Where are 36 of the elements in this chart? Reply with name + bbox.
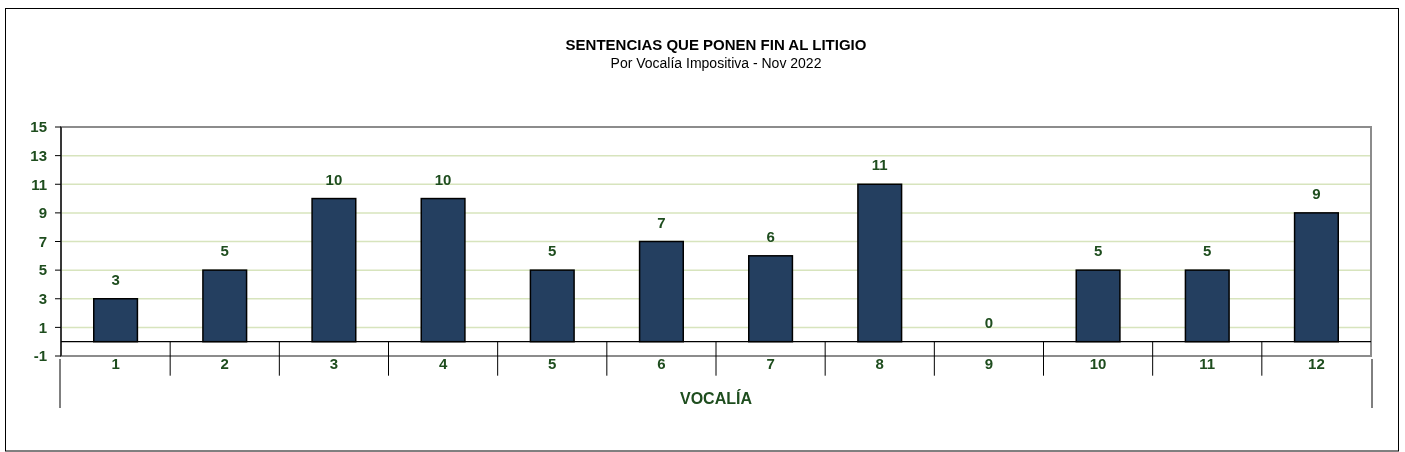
y-tick-label: 5: [38, 261, 47, 279]
x-tick-label: 6: [657, 355, 666, 372]
x-tick-label: 8: [875, 355, 884, 372]
data-label: 6: [766, 227, 775, 245]
data-label: 7: [657, 213, 666, 231]
data-label: 10: [325, 170, 343, 188]
data-label: 10: [434, 170, 452, 188]
data-label: 5: [220, 242, 229, 260]
y-tick-label: 7: [38, 232, 47, 250]
x-tick-label: 10: [1089, 355, 1107, 372]
y-tick-label: 3: [38, 290, 47, 307]
data-label: 5: [1093, 242, 1103, 260]
data-label: 5: [1203, 242, 1212, 260]
data-label: 5: [548, 242, 557, 260]
y-tick-label: 11: [31, 175, 47, 193]
x-tick-label: 3: [329, 355, 339, 372]
y-tick-label: 1: [38, 318, 47, 336]
data-label: 9: [1312, 184, 1321, 202]
chart-title: SENTENCIAS QUE PONEN FIN AL LITIGIO: [565, 36, 867, 53]
x-tick-label: 5: [548, 355, 557, 372]
x-tick-label: 12: [1308, 355, 1325, 372]
data-label: 3: [111, 270, 120, 288]
y-tick-label: 13: [30, 146, 47, 164]
y-tick-label: 9: [38, 204, 47, 222]
data-label: 0: [984, 313, 994, 331]
x-tick-label: 4: [438, 355, 448, 372]
x-tick-label: 7: [766, 355, 775, 372]
chart-subtitle: Por Vocalía Impositiva - Nov 2022: [610, 55, 822, 71]
x-tick-label: 9: [984, 355, 994, 372]
data-label: 11: [871, 156, 888, 174]
y-tick-label: 15: [30, 118, 47, 136]
x-axis-title: VOCALÍA: [680, 389, 753, 407]
x-tick-label: 2: [220, 355, 229, 372]
y-tick-label: -1: [33, 347, 47, 365]
x-tick-label: 11: [1199, 355, 1216, 372]
x-tick-label: 1: [111, 355, 120, 372]
